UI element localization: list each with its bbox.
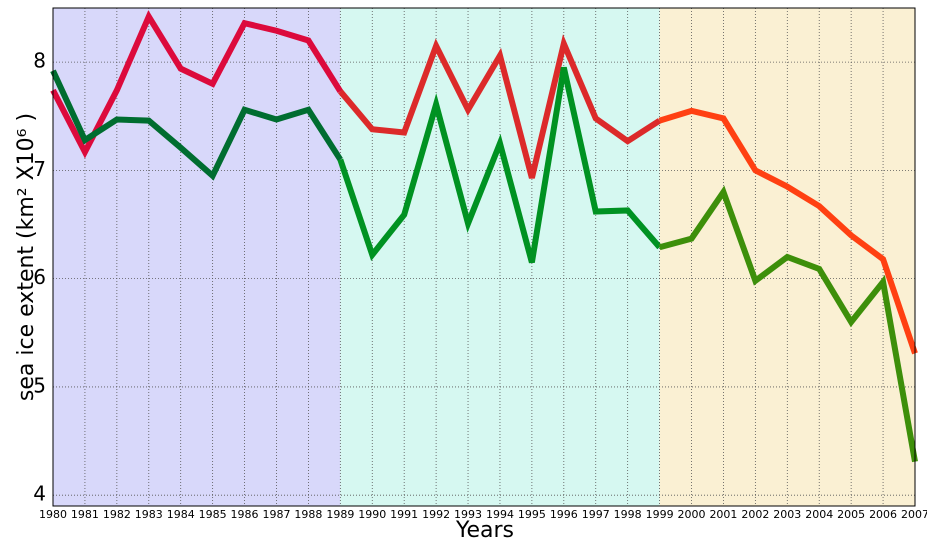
x-tick-label: 1990 [358,508,386,521]
x-tick-label: 1987 [262,508,290,521]
x-tick-label: 1991 [390,508,418,521]
series-line [658,185,918,463]
x-tick-label: 1989 [326,508,354,521]
x-tick-label: 2003 [773,508,801,521]
y-axis-label: sea ice extent (km² X10⁶ ) [14,113,39,401]
x-tick-label: 1992 [422,508,450,521]
x-tick-label: 1982 [103,508,131,521]
lines [50,10,918,463]
x-tick-label: 1984 [167,508,195,521]
x-tick-label: 1981 [71,508,99,521]
x-tick-label: 1988 [294,508,322,521]
x-tick-label: 1999 [646,508,674,521]
x-tick-label: 2000 [678,508,706,521]
series-line [338,34,662,179]
series-line [658,107,918,355]
labels: 4 5 6 7 8 1980 1981 1982 1983 1984 1985 1986 1987 198… [33,49,927,521]
x-tick-label: 1996 [550,508,578,521]
x-tick-label: 2001 [709,508,737,521]
x-tick-label: 1985 [199,508,227,521]
x-tick-label: 1983 [135,508,163,521]
y-tick-label: 6 [33,265,46,289]
series-line [50,69,343,181]
x-tick-label: 2005 [837,508,865,521]
x-tick-label: 2002 [741,508,769,521]
series-line [50,10,343,159]
y-tick-label: 5 [33,373,46,397]
x-tick-label: 1997 [582,508,610,521]
y-tick-label: 7 [33,157,46,181]
y-tick-label: 4 [33,482,46,506]
x-tick-label: 1986 [231,508,259,521]
x-tick-label: 1998 [614,508,642,521]
x-tick-label: 1994 [486,508,514,521]
x-tick-label: 1993 [454,508,482,521]
plot-frame [52,7,916,507]
y-tick-label: 8 [33,49,46,73]
x-tick-label: 2007 [901,508,927,521]
x-tick-label: 2004 [805,508,833,521]
x-tick-label: 2006 [869,508,897,521]
region-background [53,8,341,506]
series-line [337,66,662,264]
x-tick-label: 1995 [518,508,546,521]
x-tick-label: 1980 [39,508,67,521]
x-axis-label: Years [455,518,514,540]
